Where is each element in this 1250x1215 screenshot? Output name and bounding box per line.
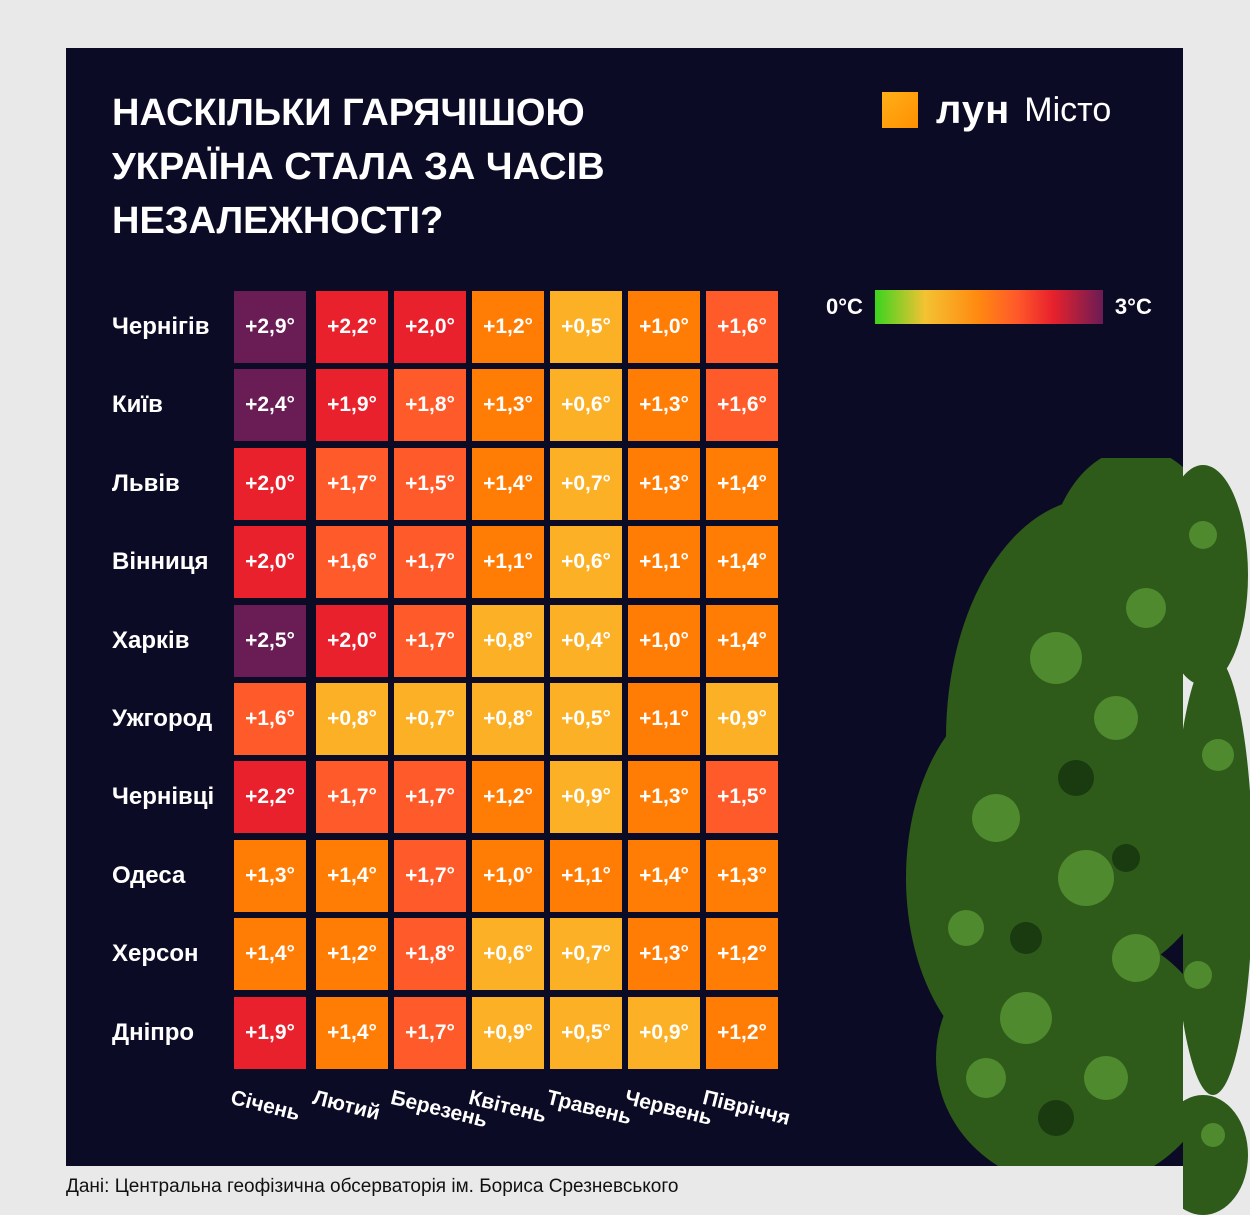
heatmap-cell: +1,4°: [234, 918, 306, 990]
color-legend: 0°C 3°C: [826, 290, 1152, 324]
heatmap-cell: +2,0°: [316, 605, 388, 677]
data-source: Дані: Центральна геофізична обсерваторія…: [66, 1176, 679, 1197]
heatmap-cell: +0,6°: [550, 526, 622, 598]
legend-min-label: 0°C: [826, 294, 863, 319]
logo-square-icon: [882, 92, 918, 128]
heatmap-cell: +1,3°: [628, 448, 700, 520]
lun-logo: лун Місто: [882, 88, 1111, 132]
heatmap-cell: +1,0°: [628, 291, 700, 363]
heatmap-cell: +1,1°: [628, 526, 700, 598]
heatmap-cell: +1,0°: [472, 840, 544, 912]
legend-max-label: 3°C: [1114, 294, 1152, 319]
heatmap-cell: +1,0°: [628, 605, 700, 677]
heatmap-cell: +2,0°: [394, 291, 466, 363]
row-label: Херсон: [112, 940, 199, 967]
heatmap-cell: +1,3°: [472, 369, 544, 441]
heatmap-cell: +0,5°: [550, 683, 622, 755]
heatmap-cell: +1,1°: [472, 526, 544, 598]
heatmap-cell: +1,2°: [472, 761, 544, 833]
legend-gradient-bar: [874, 290, 1103, 324]
heatmap-cell: +1,4°: [316, 997, 388, 1069]
heatmap-cell: +1,7°: [394, 997, 466, 1069]
tree-foliage-decoration: [906, 458, 1183, 1166]
heatmap-cell: +2,2°: [234, 761, 306, 833]
row-label: Одеса: [112, 862, 186, 889]
heatmap-cell: +0,9°: [550, 761, 622, 833]
heatmap-cell: +1,9°: [316, 369, 388, 441]
heatmap-cell: +2,0°: [234, 526, 306, 598]
heatmap-cell: +1,7°: [394, 840, 466, 912]
heatmap-cell: +2,9°: [234, 291, 306, 363]
heatmap-cell: +1,9°: [234, 997, 306, 1069]
heatmap-cell: +1,6°: [316, 526, 388, 598]
heatmap-cell: +1,5°: [706, 761, 778, 833]
heatmap-cell: +1,6°: [706, 291, 778, 363]
row-label: Дніпро: [112, 1019, 195, 1046]
heatmap-cell: +1,8°: [394, 369, 466, 441]
heatmap-cell: +0,9°: [628, 997, 700, 1069]
heatmap-cell: +2,5°: [234, 605, 306, 677]
heatmap-cell: +0,7°: [550, 448, 622, 520]
heatmap-cell: +2,4°: [234, 369, 306, 441]
heatmap-cell: +0,8°: [316, 683, 388, 755]
row-label: Чернігів: [112, 313, 210, 340]
row-label: Київ: [112, 391, 163, 418]
heatmap-cell: +1,4°: [706, 605, 778, 677]
heatmap-cell: +1,2°: [706, 918, 778, 990]
heatmap-cell: +2,2°: [316, 291, 388, 363]
heatmap-cell: +1,4°: [706, 448, 778, 520]
heatmap-cell: +2,0°: [234, 448, 306, 520]
heatmap-cell: +1,1°: [550, 840, 622, 912]
heatmap-cell: +1,6°: [234, 683, 306, 755]
heatmap-cell: +1,2°: [316, 918, 388, 990]
row-label: Вінниця: [112, 548, 209, 575]
logo-sub: Місто: [1024, 90, 1112, 129]
heatmap-cell: +1,7°: [316, 448, 388, 520]
heatmap-cell: +0,6°: [472, 918, 544, 990]
chart-title: Наскільки гарячішою Україна стала за час…: [112, 92, 605, 242]
heatmap-cell: +0,8°: [472, 605, 544, 677]
heatmap-cell: +0,9°: [472, 997, 544, 1069]
heatmap-cell: +1,7°: [316, 761, 388, 833]
heatmap-cell: +1,3°: [628, 918, 700, 990]
heatmap-cell: +0,7°: [394, 683, 466, 755]
heatmap-cell: +1,2°: [706, 997, 778, 1069]
heatmap-cell: +0,7°: [550, 918, 622, 990]
logo-brand: лун: [936, 87, 1011, 132]
heatmap-cell: +0,4°: [550, 605, 622, 677]
heatmap-cell: +0,5°: [550, 291, 622, 363]
heatmap-cell: +1,3°: [628, 761, 700, 833]
heatmap-cell: +1,3°: [234, 840, 306, 912]
heatmap-cell: +1,4°: [316, 840, 388, 912]
row-label: Львів: [112, 470, 180, 497]
heatmap-cell: +1,3°: [706, 840, 778, 912]
heatmap-cell: +1,4°: [628, 840, 700, 912]
heatmap-cell: +0,6°: [550, 369, 622, 441]
heatmap-cell: +1,7°: [394, 526, 466, 598]
heatmap-cell: +0,9°: [706, 683, 778, 755]
heatmap-cell: +1,3°: [628, 369, 700, 441]
heatmap-cell: +0,5°: [550, 997, 622, 1069]
heatmap-cell: +1,6°: [706, 369, 778, 441]
heatmap-cell: +1,7°: [394, 761, 466, 833]
heatmap-cell: +1,2°: [472, 291, 544, 363]
heatmap-cell: +1,4°: [472, 448, 544, 520]
row-label: Харків: [112, 627, 190, 654]
heatmap-cell: +1,4°: [706, 526, 778, 598]
heatmap-cell: +1,1°: [628, 683, 700, 755]
row-label: Ужгород: [112, 705, 213, 732]
row-label: Чернівці: [112, 783, 215, 810]
tree-foliage-edge-decoration: [1183, 465, 1250, 1215]
heatmap-cell: +1,7°: [394, 605, 466, 677]
heatmap-cell: +0,8°: [472, 683, 544, 755]
heatmap-cell: +1,5°: [394, 448, 466, 520]
heatmap-cell: +1,8°: [394, 918, 466, 990]
